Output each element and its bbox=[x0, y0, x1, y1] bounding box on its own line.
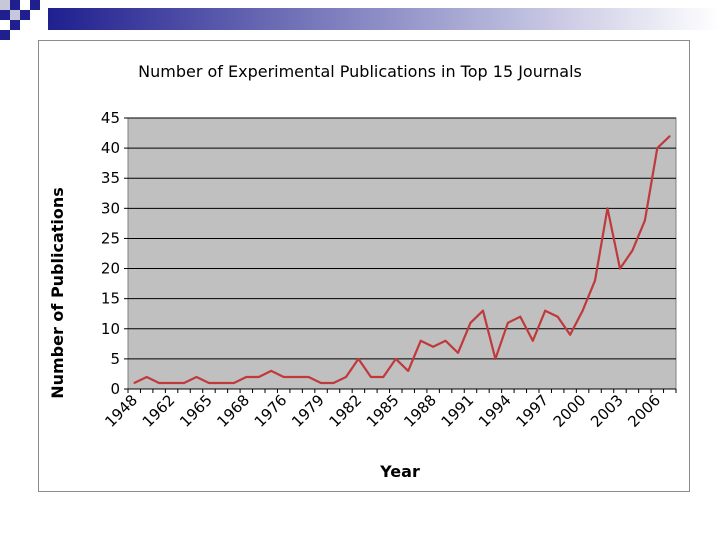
data-point bbox=[370, 376, 372, 378]
data-point bbox=[320, 382, 322, 384]
data-point bbox=[656, 147, 659, 149]
data-point bbox=[544, 309, 547, 312]
data-point bbox=[332, 382, 335, 384]
data-point bbox=[432, 346, 434, 348]
x-tick-label: 1948 bbox=[101, 391, 141, 431]
data-point bbox=[220, 382, 223, 384]
x-tick-label: 2000 bbox=[550, 391, 590, 431]
chart-title: Number of Experimental Publications in T… bbox=[138, 62, 582, 81]
x-axis-title: Year bbox=[379, 462, 420, 481]
y-axis-ticks: 0 5 10 15 20 25 30 35 40 45 bbox=[101, 109, 128, 398]
data-point bbox=[170, 382, 173, 384]
data-point bbox=[407, 370, 410, 372]
data-point bbox=[133, 382, 136, 384]
header-square bbox=[30, 0, 40, 10]
data-point bbox=[195, 376, 198, 378]
y-tick-label: 40 bbox=[101, 139, 120, 157]
data-point bbox=[469, 321, 472, 324]
y-tick-label: 45 bbox=[101, 109, 120, 127]
x-tick-label: 1988 bbox=[400, 391, 440, 431]
line-chart: Number of Experimental Publications in T… bbox=[48, 62, 677, 481]
x-tick-label: 2003 bbox=[587, 391, 627, 431]
header-square bbox=[0, 30, 10, 40]
data-point bbox=[357, 358, 360, 360]
y-tick-label: 5 bbox=[110, 350, 120, 368]
data-point bbox=[644, 219, 646, 222]
data-point bbox=[631, 249, 634, 252]
x-tick-label: 1968 bbox=[213, 391, 253, 431]
data-point bbox=[444, 340, 447, 342]
x-tick-label: 1979 bbox=[288, 391, 328, 431]
data-point bbox=[556, 315, 559, 318]
data-point bbox=[145, 376, 148, 378]
y-tick-label: 15 bbox=[101, 290, 120, 308]
header-square bbox=[10, 20, 20, 30]
data-point bbox=[183, 382, 185, 384]
data-point bbox=[295, 376, 297, 378]
data-point bbox=[569, 334, 571, 336]
x-tick-label: 1997 bbox=[512, 391, 552, 431]
x-tick-label: 1991 bbox=[438, 391, 478, 431]
data-point bbox=[519, 315, 522, 318]
chart-frame: Number of Experimental Publications in T… bbox=[38, 40, 690, 492]
data-point bbox=[307, 376, 310, 378]
x-tick-label: 1985 bbox=[363, 391, 403, 431]
header-square bbox=[20, 10, 30, 20]
y-axis-title: Number of Publications bbox=[48, 187, 67, 399]
gridlines bbox=[128, 117, 676, 390]
data-point bbox=[270, 370, 273, 372]
data-point bbox=[457, 352, 459, 354]
data-point bbox=[507, 321, 509, 324]
plot-area bbox=[127, 117, 677, 390]
data-point bbox=[619, 267, 621, 270]
data-point bbox=[594, 279, 596, 282]
y-tick-label: 25 bbox=[101, 229, 120, 247]
x-tick-label: 1982 bbox=[326, 391, 366, 431]
data-point bbox=[257, 376, 260, 378]
header-square bbox=[10, 0, 20, 10]
x-axis-ticks: 1948196219651968197619791982198519881991… bbox=[101, 389, 677, 431]
data-point bbox=[581, 309, 584, 312]
series-layer bbox=[133, 135, 671, 385]
data-point bbox=[158, 382, 160, 384]
x-tick-label: 1962 bbox=[139, 391, 179, 431]
x-tick-label: 1965 bbox=[176, 391, 216, 431]
y-tick-label: 20 bbox=[101, 260, 120, 278]
data-point bbox=[668, 135, 671, 137]
y-tick-label: 0 bbox=[110, 380, 120, 398]
data-point bbox=[394, 358, 397, 360]
data-point bbox=[282, 376, 285, 378]
y-tick-label: 10 bbox=[101, 320, 120, 338]
series-line bbox=[133, 135, 671, 385]
data-point bbox=[419, 340, 422, 342]
data-point bbox=[606, 207, 609, 210]
header-square bbox=[10, 10, 20, 20]
slide-header-decoration bbox=[0, 0, 720, 40]
data-point bbox=[531, 340, 534, 342]
data-point bbox=[494, 358, 497, 360]
header-square bbox=[0, 10, 10, 20]
data-point bbox=[482, 309, 484, 312]
data-point bbox=[208, 382, 210, 384]
y-tick-label: 30 bbox=[101, 199, 120, 217]
header-square bbox=[0, 0, 10, 10]
data-point bbox=[245, 376, 248, 378]
data-point bbox=[345, 376, 347, 378]
x-tick-label: 1994 bbox=[475, 391, 515, 431]
x-tick-label: 1976 bbox=[251, 391, 291, 431]
data-point bbox=[233, 382, 235, 384]
header-bar bbox=[48, 8, 720, 30]
y-tick-label: 35 bbox=[101, 169, 120, 187]
x-tick-label: 2006 bbox=[624, 391, 664, 431]
data-point bbox=[382, 376, 385, 378]
